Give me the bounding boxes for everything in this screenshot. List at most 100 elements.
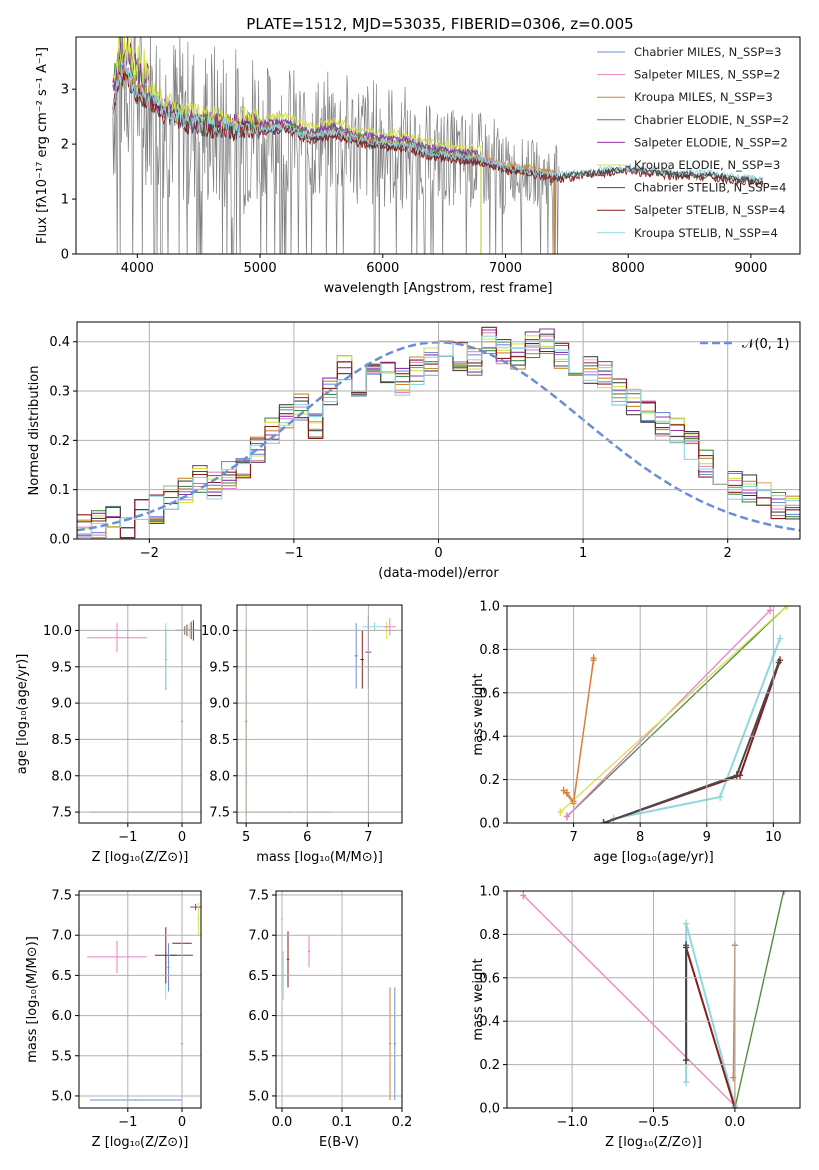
x-tick-label: 7 [364, 830, 372, 845]
y-tick-label: 0.2 [49, 434, 70, 449]
plot-area [280, 891, 396, 1100]
y-tick-label: 0.4 [479, 730, 500, 745]
y-tick-label: 7.0 [248, 929, 269, 944]
y-tick-label: 5.5 [248, 1049, 269, 1064]
data-point [557, 808, 564, 817]
age-vs-z-panel: −1 0 7.5 8.0 8.5 9.0 9.5 10.0 Z [log₁₀(Z/Z⊙)] age… [15, 604, 202, 865]
mass-weight-line-orange [566, 660, 595, 803]
plot-area [87, 903, 201, 1101]
axes-frame [506, 605, 801, 824]
data-point [683, 1077, 690, 1086]
mass-weight-line-salpeter_miles [522, 894, 736, 1107]
data-point [560, 786, 567, 795]
data-point [563, 788, 570, 797]
y-tick-label: 8.0 [51, 769, 72, 784]
legend-label: Chabrier MILES, N_SSP=3 [634, 45, 781, 59]
x-axis-label: (data-model)/error [378, 566, 499, 581]
mass-weight-vs-age-panel: 7 8 9 10 0.0 0.2 0.4 0.6 0.8 1.0 age [log₁₀(age/yr… [471, 600, 801, 865]
y-tick-label: 0.0 [479, 1102, 500, 1117]
x-tick-label: 8000 [612, 261, 645, 276]
data-point [777, 634, 784, 643]
x-tick-label: −1 [284, 546, 303, 561]
mass-weight-line-chabrier_elodie [734, 891, 785, 1108]
mass-weight-vs-z-panel: −1.0 −0.5 0.0 0.0 0.2 0.4 0.6 0.8 1.0 Z [log₁₀(Z/… [471, 885, 801, 1150]
y-tick-label: 7.5 [209, 806, 230, 821]
x-tick-label: −1 [118, 1115, 137, 1130]
y-tick-label: 9.5 [209, 660, 230, 675]
x-tick-label: −2 [140, 546, 159, 561]
axes-frame [236, 604, 403, 824]
plot-area [244, 615, 399, 816]
data-point [683, 1056, 690, 1065]
y-tick-label: 1 [61, 193, 69, 208]
y-tick-label: 0.0 [49, 533, 70, 548]
y-tick-label: 0.6 [479, 971, 500, 986]
axes-frame [275, 890, 403, 1109]
y-tick-label: 6.0 [248, 1009, 269, 1024]
y-axis-label: Flux [fλ10⁻¹⁷ erg cm⁻² s⁻¹ A⁻¹] [35, 47, 50, 244]
data-point [767, 606, 774, 615]
y-tick-label: 8.0 [209, 769, 230, 784]
y-tick-label: 0.2 [479, 773, 500, 788]
y-axis-label: age [log₁₀(age/yr)] [15, 654, 30, 775]
x-tick-label: 7 [569, 830, 577, 845]
legend-label: Chabrier ELODIE, N_SSP=2 [634, 113, 789, 127]
y-tick-label: 9.5 [51, 660, 72, 675]
legend-label: Chabrier STELIB, N_SSP=4 [634, 181, 786, 195]
y-tick-label: 6.5 [248, 969, 269, 984]
age-vs-mass-panel: 5 6 7 7.5 8.0 8.5 9.0 9.5 10.0 mass [log₁₀(M/M⊙)] [201, 604, 403, 865]
legend-label: Kroupa STELIB, N_SSP=4 [634, 226, 778, 240]
x-axis-label: age [log₁₀(age/yr)] [593, 850, 714, 865]
mass-weight-line-kroupa_elodie [559, 606, 788, 813]
y-tick-label: 0 [61, 248, 69, 263]
y-tick-label: 8.5 [51, 733, 72, 748]
y-axis-label: Normed distribution [27, 366, 42, 496]
x-tick-label: 6000 [366, 261, 399, 276]
y-tick-label: 0.4 [479, 1015, 500, 1030]
y-tick-label: 0.8 [479, 643, 500, 658]
y-tick-label: 3 [61, 83, 69, 98]
axes-frame [78, 604, 202, 824]
legend-label: Salpeter STELIB, N_SSP=4 [634, 203, 785, 217]
y-tick-label: 5.0 [248, 1089, 269, 1104]
spectrum-title: PLATE=1512, MJD=53035, FIBERID=0306, z=0… [246, 15, 633, 33]
x-tick-label: 0.1 [332, 1115, 353, 1130]
model-spectrum-tail [554, 165, 764, 185]
y-tick-label: 5.0 [51, 1089, 72, 1104]
x-axis-label: mass [log₁₀(M/M⊙)] [256, 850, 383, 865]
data-point [780, 891, 787, 895]
x-tick-label: 5 [242, 830, 250, 845]
y-tick-label: 5.5 [51, 1049, 72, 1064]
x-tick-label: 0.0 [272, 1115, 293, 1130]
data-point [600, 819, 607, 823]
data-point [520, 891, 527, 900]
mass-vs-z-panel: −1 0 5.0 5.5 6.0 6.5 7.0 7.5 Z [log₁₀(Z/Z⊙)] mass… [25, 889, 202, 1150]
x-tick-label: 2 [724, 546, 732, 561]
mass-weight-line-salpeter_stelib [685, 947, 736, 1108]
y-tick-label: 0.6 [479, 686, 500, 701]
data-point [775, 658, 782, 667]
mass-weight-line-salpeter_stelib [603, 659, 781, 823]
x-tick-label: 0 [178, 830, 186, 845]
y-tick-label: 7.5 [248, 889, 269, 904]
y-tick-label: 0.2 [479, 1058, 500, 1073]
y-axis-label: mass weight [471, 958, 486, 1040]
x-tick-label: 0.0 [725, 1115, 746, 1130]
x-tick-label: 9 [703, 830, 711, 845]
x-tick-label: 4000 [121, 261, 154, 276]
data-point [783, 606, 790, 610]
residuals-panel: −2 −1 0 1 2 0.0 0.1 0.2 0.3 0.4 (data-model)/error… [27, 321, 801, 581]
x-tick-label: −0.5 [638, 1115, 670, 1130]
data-point [683, 919, 690, 928]
y-tick-label: 10.0 [201, 624, 230, 639]
y-tick-label: 0.0 [479, 817, 500, 832]
legend-label: Kroupa MILES, N_SSP=3 [634, 90, 773, 104]
legend-label: 𝒩(0, 1) [742, 337, 789, 352]
y-tick-label: 7.0 [51, 929, 72, 944]
y-tick-label: 9.0 [51, 697, 72, 712]
x-tick-label: 0 [434, 546, 442, 561]
y-axis-label: mass weight [471, 673, 486, 755]
data-point [563, 812, 570, 821]
data-point [717, 792, 724, 801]
